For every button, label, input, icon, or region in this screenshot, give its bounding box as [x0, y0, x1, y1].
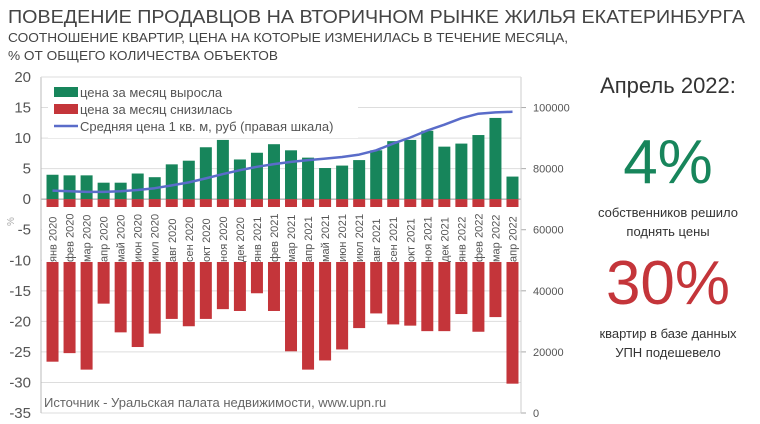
y-tick-label: -30	[9, 374, 31, 391]
bar-up-1	[63, 175, 76, 200]
summary-down-text-1: квартир в базе данных	[599, 326, 737, 341]
y-tick-label: 20	[14, 69, 31, 86]
y-tick-label: -15	[9, 283, 31, 300]
x-tick-label: авг 2020	[167, 218, 179, 262]
x-tick-label: июн 2020	[133, 214, 145, 262]
y2-tick-label: 40000	[533, 286, 564, 298]
price-line	[52, 110, 513, 194]
bar-up-24	[455, 143, 468, 200]
x-tick-label: фев 2020	[65, 213, 77, 262]
x-tick-label: дек 2020	[235, 217, 247, 262]
bar-up-19	[370, 150, 383, 200]
x-tick-label: апр 2020	[99, 216, 111, 262]
bar-up-17	[336, 165, 349, 200]
bar-up-26	[489, 117, 502, 200]
summary-down-text-2: УПН подешевело	[615, 345, 721, 360]
summary-down-value: 30%	[606, 249, 730, 318]
x-tick-label: сен 2021	[388, 217, 400, 262]
x-tick-label: сен 2020	[184, 217, 196, 262]
x-tick-label: авг 2021	[371, 218, 383, 262]
x-tick-label: фев 2022	[473, 213, 485, 262]
y2-tick-label: 20000	[533, 347, 564, 359]
y2-tick-label: 60000	[533, 225, 564, 237]
y2-tick-label: 100000	[533, 103, 570, 115]
x-tick-label: апр 2021	[303, 216, 315, 262]
summary-up-text-1: собственников решило	[598, 205, 738, 220]
y-tick-label: 15	[14, 100, 31, 117]
x-tick-label: ноя 2020	[218, 216, 230, 262]
bar-up-22	[421, 130, 434, 200]
bar-up-5	[131, 173, 144, 200]
bar-up-8	[182, 160, 195, 200]
legend: цена за месяц выросла цена за месяц сниз…	[48, 80, 358, 138]
legend-swatch-down	[54, 104, 78, 114]
price-line-path	[52, 110, 513, 194]
x-tick-label: мар 2020	[82, 215, 94, 262]
page-title: ПОВЕДЕНИЕ ПРОДАВЦОВ НА ВТОРИЧНОМ РЫНКЕ Ж…	[8, 7, 745, 27]
bar-up-15	[302, 157, 315, 200]
x-tick-label: янв 2021	[252, 217, 264, 262]
axes: 20 15 10 5 0 -5 -10 -15 -20 -25 -30 -35 100000 80000 6…	[9, 69, 569, 422]
bar-up-10	[216, 139, 229, 200]
bar-up-14	[285, 150, 298, 200]
summary-up-value: 4%	[623, 128, 713, 197]
y-tick-label: 0	[23, 191, 31, 208]
bar-up-13	[267, 144, 280, 200]
legend-swatch-up	[54, 87, 78, 97]
x-tick-label: фев 2021	[269, 213, 281, 262]
subtitle-line-1: СООТНОШЕНИЕ КВАРТИР, ЦЕНА НА КОТОРЫЕ ИЗМ…	[8, 30, 568, 45]
bar-up-21	[404, 139, 417, 200]
summary-panel: Апрель 2022: 4% собственников решило под…	[598, 73, 738, 360]
bar-up-9	[199, 147, 212, 200]
legend-label-up: цена за месяц выросла	[80, 85, 223, 100]
y-tick-label: -35	[9, 405, 31, 422]
x-tick-label: окт 2021	[405, 218, 417, 262]
y-tick-label: 5	[23, 161, 31, 178]
bar-up-18	[353, 160, 366, 200]
bar-up-20	[387, 141, 400, 200]
bar-up-12	[250, 152, 263, 200]
y-tick-label: 10	[14, 130, 31, 147]
x-tick-label: май 2021	[320, 215, 332, 262]
y2-tick-label: 0	[533, 408, 539, 420]
x-tick-label: дек 2021	[439, 217, 451, 262]
bar-up-0	[46, 174, 59, 200]
x-tick-label: июл 2020	[150, 214, 162, 262]
legend-label-line: Средняя цена 1 кв. м, руб (правая шкала)	[80, 119, 333, 134]
label-band	[42, 207, 521, 262]
bar-up-7	[165, 164, 178, 200]
x-tick-label: май 2020	[116, 215, 128, 262]
bar-up-2	[80, 175, 93, 200]
x-axis-labels: янв 2020 фев 2020 мар 2020 апр 2020 май 2020…	[48, 213, 520, 262]
y2-tick-label: 80000	[533, 164, 564, 176]
y-tick-label: -10	[9, 252, 31, 269]
bar-up-11	[233, 159, 246, 200]
x-tick-label: мар 2021	[286, 215, 298, 262]
summary-period: Апрель 2022:	[600, 73, 736, 98]
x-tick-label: июл 2021	[354, 214, 366, 262]
x-tick-label: апр 2022	[507, 216, 519, 262]
bar-up-23	[438, 146, 451, 200]
subtitle-line-2: % ОТ ОБЩЕГО КОЛИЧЕСТВА ОБЪЕКТОВ	[8, 48, 278, 63]
bar-up-16	[319, 168, 332, 200]
source-note: Источник - Уральская палата недвижимости…	[44, 395, 386, 410]
summary-up-text-2: поднять цены	[626, 224, 709, 239]
x-tick-label: ноя 2021	[422, 216, 434, 262]
y-tick-label: -20	[9, 313, 31, 330]
x-tick-label: июн 2021	[337, 214, 349, 262]
x-tick-label: мар 2022	[490, 215, 502, 262]
y-tick-label: -5	[18, 222, 31, 239]
y-tick-label: -25	[9, 344, 31, 361]
x-tick-label: окт 2020	[201, 218, 213, 262]
bar-up-25	[472, 135, 485, 200]
legend-label-down: цена за месяц снизилась	[80, 102, 233, 117]
bar-up-27	[506, 176, 519, 200]
x-tick-label: янв 2020	[48, 217, 60, 262]
x-tick-label: янв 2022	[456, 217, 468, 262]
y-axis-title: %	[6, 217, 17, 226]
